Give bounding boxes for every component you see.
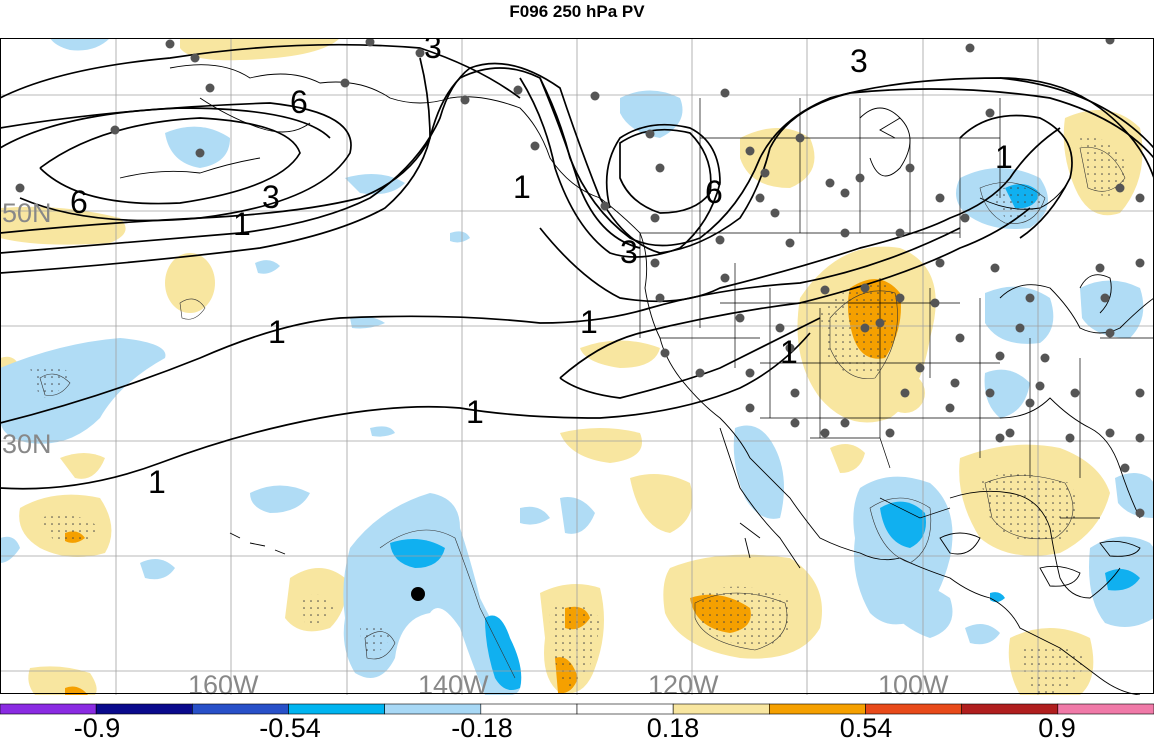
contour-label: 1 xyxy=(466,394,484,430)
contour-label: 3 xyxy=(424,38,442,65)
colorbar-tick-label: 0.54 xyxy=(839,713,893,743)
colorbar-tick-label: 0.18 xyxy=(646,713,700,743)
contour-label: 6 xyxy=(70,184,88,220)
contour-label: 6 xyxy=(705,174,723,210)
state-borders xyxy=(639,98,1154,519)
pv-map: 3 6 6 3 1 1 3 6 3 1 1 1 1 1 1 50N 30N 16… xyxy=(0,38,1154,695)
lon-label-100w: 100W xyxy=(878,670,949,695)
marker-dot xyxy=(411,587,425,601)
coastlines xyxy=(119,64,1154,695)
contour-label-group: 3 6 6 3 1 1 3 6 3 1 1 1 1 1 1 xyxy=(70,38,1013,500)
contour-label: 3 xyxy=(850,43,868,79)
contour-label: 1 xyxy=(995,139,1013,175)
colorbar-tick-label: -0.18 xyxy=(451,713,513,743)
map-title: F096 250 hPa PV xyxy=(509,2,645,21)
lon-label-160w: 160W xyxy=(188,670,259,695)
axis-labels: 50N 30N 160W 140W 120W 100W xyxy=(2,198,949,695)
contour-label: 1 xyxy=(780,334,798,370)
stipple-regions xyxy=(30,137,1130,695)
pv-contours xyxy=(0,43,1154,490)
contour-label: 1 xyxy=(580,304,598,340)
colorbar-tick-label: -0.54 xyxy=(259,713,321,743)
contour-label: 1 xyxy=(233,206,251,242)
contour-label: 1 xyxy=(148,464,166,500)
graticule xyxy=(0,38,1154,695)
colorbar-tick-label: -0.9 xyxy=(73,713,121,743)
lon-label-140w: 140W xyxy=(418,670,489,695)
station-markers xyxy=(15,38,1145,518)
contour-label: 3 xyxy=(620,234,638,270)
contour-label: 3 xyxy=(262,179,280,215)
lat-label-30n: 30N xyxy=(2,429,52,459)
contour-label: 1 xyxy=(268,314,286,350)
colorbar-tick-label: 0.9 xyxy=(1038,713,1076,743)
lon-label-120w: 120W xyxy=(648,670,719,695)
colorbar xyxy=(0,703,1154,715)
lat-label-50n: 50N xyxy=(2,198,52,228)
contour-label: 1 xyxy=(513,169,531,205)
contour-label: 6 xyxy=(290,84,308,120)
anomaly-contours xyxy=(39,147,1126,679)
